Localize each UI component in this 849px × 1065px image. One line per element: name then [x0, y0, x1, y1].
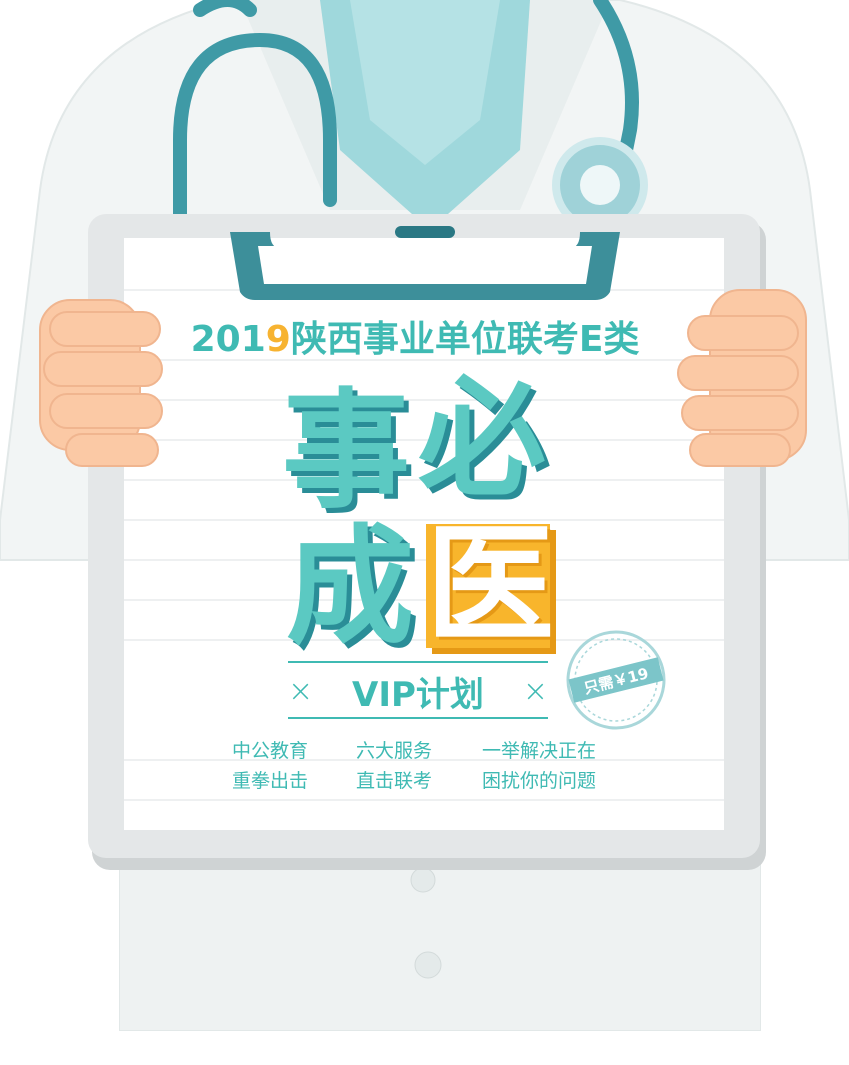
- desc-col-2-line-1: 六大服务: [356, 740, 433, 762]
- vip-right-mark: ×: [522, 673, 548, 709]
- desc-col-1-line-2: 重拳出击: [232, 770, 309, 792]
- vip-left-mark: ×: [288, 673, 314, 709]
- headline: 2019陕西事业单位联考E类: [165, 310, 665, 362]
- desc-col-3: 一举解决正在 困扰你的问题: [482, 736, 596, 796]
- big-char-1: 事: [282, 377, 411, 526]
- vip-plan: × VIP计划 ×: [288, 666, 548, 716]
- big-char-4-box: 医: [426, 522, 554, 650]
- price-stamp: 只需￥19: [553, 617, 679, 743]
- stamp-icon: [566, 630, 666, 730]
- desc-col-3-line-1: 一举解决正在: [482, 740, 597, 762]
- headline-title: 陕西事业单位联考E类: [290, 319, 640, 360]
- desc-col-3-line-2: 困扰你的问题: [482, 770, 597, 792]
- left-hand: [39, 299, 163, 467]
- stethoscope: [173, 32, 337, 267]
- headline-year-highlight: 9: [265, 319, 291, 360]
- right-hand: [677, 289, 807, 467]
- desc-col-2: 六大服务 直击联考: [356, 736, 432, 796]
- headline-year-prefix: 201: [190, 319, 266, 360]
- stamp-text: 只需￥19: [581, 663, 651, 698]
- big-char-3: 成: [286, 513, 415, 662]
- clipboard-paper: [124, 238, 724, 830]
- vip-label: VIP计划: [352, 674, 484, 715]
- desc-col-1: 中公教育 重拳出击: [232, 736, 308, 796]
- desc-col-1-line-1: 中公教育: [232, 740, 309, 762]
- desc-col-2-line-2: 直击联考: [356, 770, 433, 792]
- big-char-4: 医: [426, 511, 555, 660]
- big-char-2: 必: [418, 365, 547, 514]
